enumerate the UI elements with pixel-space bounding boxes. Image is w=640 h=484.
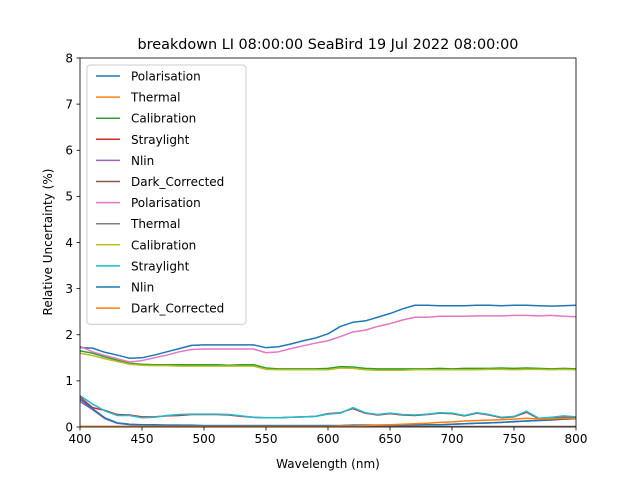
legend-label: Thermal	[130, 91, 180, 105]
y-axis-label: Relative Uncertainty (%)	[41, 169, 55, 316]
y-tick-label: 2	[65, 328, 73, 342]
legend-label: Nlin	[131, 154, 154, 168]
chart-title: breakdown LI 08:00:00 SeaBird 19 Jul 202…	[138, 37, 519, 53]
legend: Polarisation Thermal Calibration Straylight…	[86, 64, 247, 325]
y-tick-label: 1	[65, 374, 73, 388]
y-tick-label: 4	[65, 236, 73, 250]
legend-label: Nlin	[131, 281, 154, 295]
x-tick-label: 550	[255, 432, 278, 446]
series-line-12	[80, 417, 576, 427]
y-tick-label: 5	[65, 190, 73, 204]
x-tick-label: 750	[503, 432, 526, 446]
legend-label: Dark_Corrected	[131, 175, 224, 189]
legend-label: Straylight	[131, 133, 190, 147]
axes: 400 450 500 550 600 650 700 750 800 0 1 2 3 4 5 6 7 8	[65, 51, 587, 446]
series-line-7	[80, 314, 576, 363]
y-tick-label: 3	[65, 282, 73, 296]
plot-area	[80, 304, 576, 427]
x-tick-label: 500	[193, 432, 216, 446]
x-tick-label: 800	[565, 432, 588, 446]
x-tick-label: 700	[441, 432, 464, 446]
legend-label: Dark_Corrected	[131, 302, 224, 316]
legend-label: Polarisation	[131, 196, 201, 210]
x-tick-label: 400	[69, 432, 92, 446]
y-tick-label: 8	[65, 51, 73, 65]
x-tick-label: 650	[379, 432, 402, 446]
legend-label: Calibration	[131, 238, 196, 252]
x-tick-label: 450	[131, 432, 154, 446]
series-line-11	[80, 398, 576, 427]
series-line-10	[80, 394, 576, 419]
legend-label: Thermal	[130, 217, 180, 231]
legend-label: Straylight	[131, 259, 190, 273]
series-line-1	[80, 304, 576, 360]
y-tick-label: 6	[65, 144, 73, 158]
legend-box	[86, 64, 247, 325]
legend-label: Calibration	[131, 112, 196, 126]
series-line-9	[80, 352, 576, 372]
legend-label: Polarisation	[131, 70, 201, 84]
x-axis-label: Wavelength (nm)	[276, 457, 380, 471]
y-tick-label: 7	[65, 97, 73, 111]
series-line-3	[80, 350, 576, 370]
x-tick-label: 600	[317, 432, 340, 446]
y-tick-label: 0	[65, 420, 73, 434]
